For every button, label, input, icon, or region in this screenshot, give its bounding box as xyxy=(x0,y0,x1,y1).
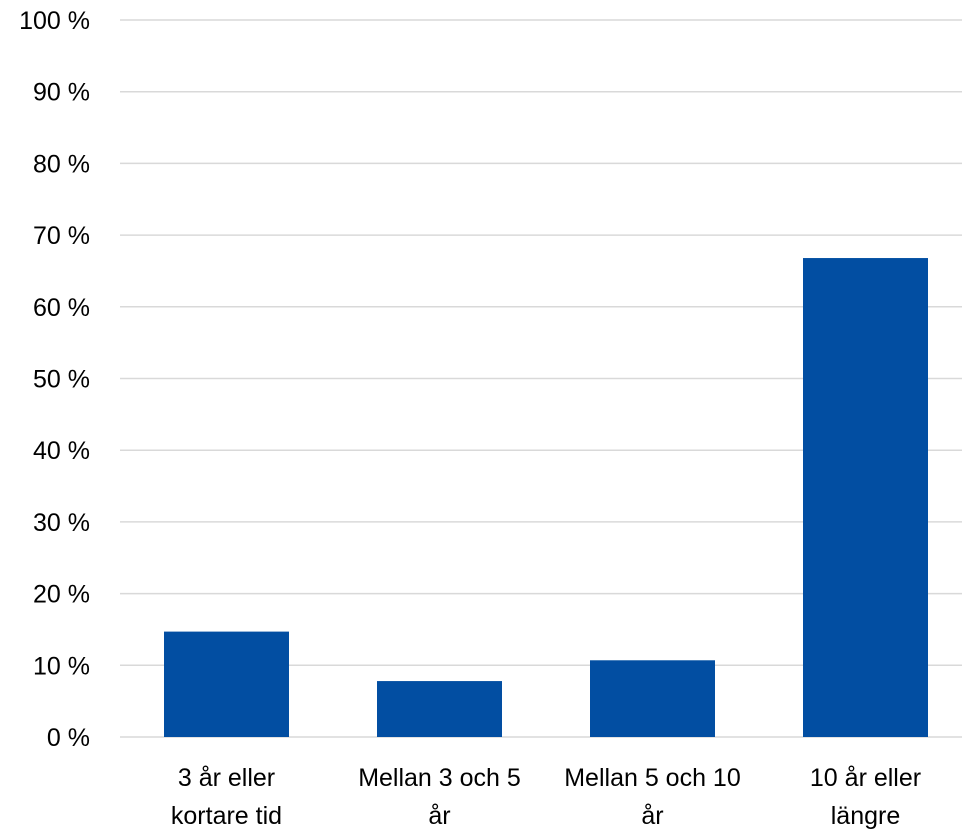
x-category-label-line: 10 år eller xyxy=(810,764,921,792)
x-category-label-line: år xyxy=(428,802,450,830)
y-tick-label: 70 % xyxy=(33,222,90,250)
bar xyxy=(377,681,502,737)
x-category-label-line: 3 år eller xyxy=(178,764,275,792)
y-tick-label: 0 % xyxy=(47,724,90,752)
y-tick-label: 80 % xyxy=(33,150,90,178)
x-category-label-line: Mellan 3 och 5 xyxy=(358,764,521,792)
y-tick-label: 10 % xyxy=(33,652,90,680)
y-axis-ticks: 0 % 10 % 20 % 30 % 40 % 50 % 60 % 70 % 80 % 90 % 1… xyxy=(19,7,90,752)
bar xyxy=(164,631,289,737)
bars xyxy=(164,258,928,737)
x-category-label-line: längre xyxy=(831,802,901,830)
y-tick-label: 100 % xyxy=(19,7,90,35)
x-category-label-line: kortare tid xyxy=(171,802,282,830)
y-tick-label: 40 % xyxy=(33,437,90,465)
x-category-label-line: år xyxy=(641,802,663,830)
x-category-label: 10 år eller längre xyxy=(810,764,921,830)
y-tick-label: 50 % xyxy=(33,366,90,394)
bar xyxy=(590,660,715,737)
x-category-label: Mellan 5 och 10 år xyxy=(564,764,741,830)
x-category-label: Mellan 3 och 5 år xyxy=(358,764,521,830)
bar xyxy=(803,258,928,737)
y-tick-label: 60 % xyxy=(33,294,90,322)
x-category-label: 3 år eller kortare tid xyxy=(171,764,282,830)
y-tick-label: 90 % xyxy=(33,79,90,107)
x-category-label-line: Mellan 5 och 10 xyxy=(564,764,741,792)
y-tick-label: 20 % xyxy=(33,581,90,609)
y-tick-label: 30 % xyxy=(33,509,90,537)
